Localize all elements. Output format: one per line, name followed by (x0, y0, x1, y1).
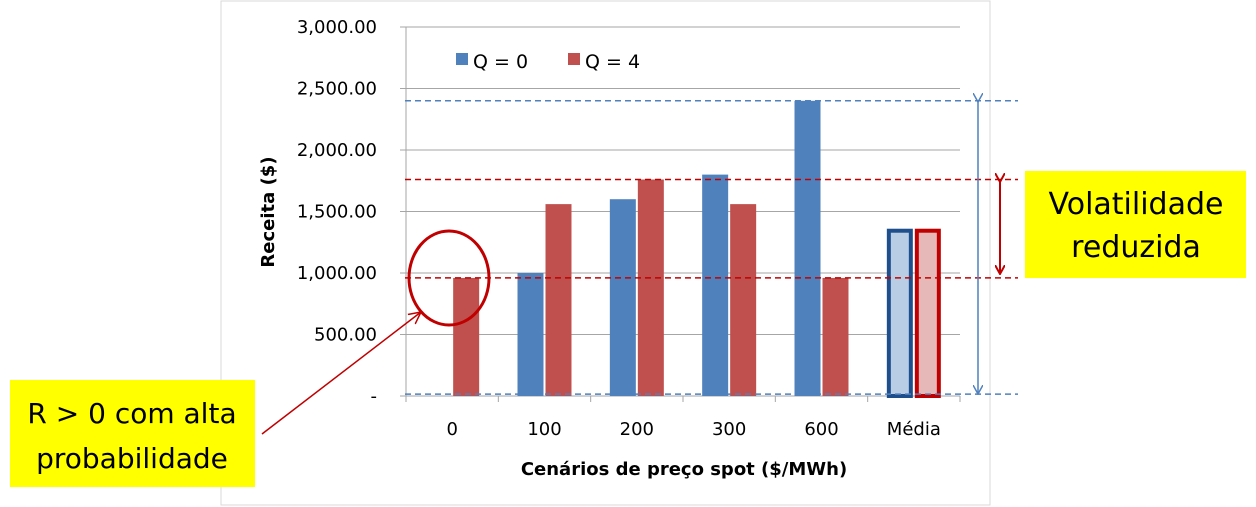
bar-q0-4 (794, 100, 821, 397)
volatility-callout-line2: reduzida (1071, 230, 1201, 265)
y-axis-title: Receita ($) (258, 156, 279, 267)
probability-callout-line2: probabilidade (36, 442, 228, 475)
bar-q0-5 (886, 228, 913, 398)
y-tick-label: 1,000.00 (297, 263, 377, 284)
bar-q4-2 (637, 179, 664, 396)
bar-q4-3 (730, 204, 757, 396)
probability-arrow (261, 312, 421, 435)
legend-label-q0: Q = 0 (473, 51, 528, 73)
bar-q0-3 (702, 174, 729, 396)
x-tick-label: 200 (620, 419, 654, 440)
bar-q4-5 (914, 228, 941, 398)
x-tick-label: Média (887, 419, 941, 440)
highlight-ellipse (407, 229, 491, 327)
volatility-callout-box (1025, 171, 1246, 278)
x-tick-label: 0 (446, 419, 457, 440)
y-tick-label: - (371, 386, 378, 407)
bar-q0-2 (609, 199, 636, 396)
probability-callout-box (10, 380, 255, 487)
y-tick-label: 500.00 (314, 325, 377, 346)
legend: Q = 0 Q = 4 (456, 51, 640, 73)
bar-q4-4 (822, 277, 849, 396)
y-tick-label: 2,500.00 (297, 79, 377, 100)
x-tick-label: 600 (804, 419, 838, 440)
legend-swatch-q0 (456, 53, 468, 65)
legend-swatch-q4 (568, 53, 580, 65)
y-tick-label: 1,500.00 (297, 202, 377, 223)
probability-callout: R > 0 com alta probabilidade (10, 380, 255, 487)
volatility-callout-line1: Volatilidade (1049, 187, 1224, 222)
probability-callout-line1: R > 0 com alta (27, 397, 236, 430)
y-tick-label: 3,000.00 (297, 17, 377, 38)
bar-q0-1 (517, 273, 544, 396)
chart-frame (220, 0, 991, 506)
x-axis-title: Cenários de preço spot ($/MWh) (521, 459, 847, 480)
volatility-callout: Volatilidade reduzida (1025, 171, 1246, 278)
x-tick-label: 100 (527, 419, 561, 440)
x-tick-label: 300 (712, 419, 746, 440)
bar-q4-1 (545, 204, 572, 396)
legend-label-q4: Q = 4 (585, 51, 640, 73)
y-tick-label: 2,000.00 (297, 140, 377, 161)
bar-q4-0 (453, 277, 480, 396)
